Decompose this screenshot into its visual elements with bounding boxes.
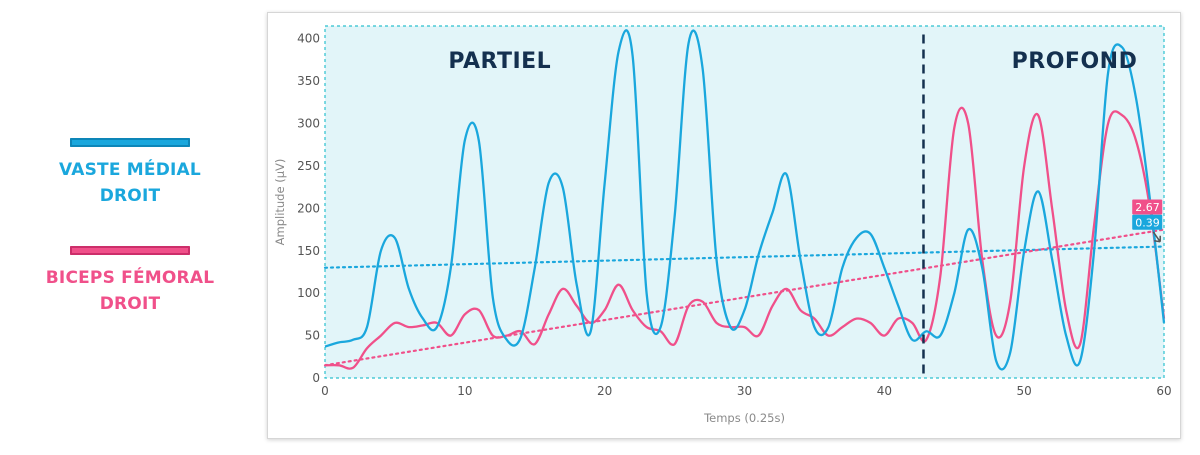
legend-swatch-vaste-medial: [70, 138, 190, 147]
hover-labels: 2.67 0.39: [1132, 199, 1163, 243]
plot-area: [324, 25, 1165, 379]
x-tick-label: 0: [321, 384, 329, 398]
hover-label-biceps-femoral: 2.67: [1135, 201, 1160, 214]
series-line-biceps-femoral: [324, 106, 1166, 370]
phase-labels: PARTIEL PROFOND: [448, 49, 1138, 74]
phase-label-profond: PROFOND: [1012, 49, 1138, 74]
y-tick-label: 100: [297, 286, 320, 300]
emg-line-chart: 0 50 100 150 200 250 300 350 400 0 10 20 30 40 50 60 P…: [273, 25, 1172, 425]
y-tick-label: 400: [297, 32, 320, 46]
x-axis-ticks: 0 10 20 30 40 50 60: [321, 384, 1171, 398]
y-tick-label: 200: [297, 201, 320, 215]
x-axis-title: Temps (0.25s): [703, 411, 785, 425]
legend-swatch-biceps-femoral: [70, 246, 190, 255]
series-lines: [324, 29, 1166, 371]
trendline-vaste-medial: [323, 245, 1166, 269]
x-tick-label: 10: [457, 384, 472, 398]
y-tick-label: 150: [297, 244, 320, 258]
y-tick-label: 0: [312, 371, 320, 385]
x-tick-label: 30: [737, 384, 752, 398]
x-tick-label: 50: [1017, 384, 1032, 398]
y-tick-label: 250: [297, 159, 320, 173]
x-tick-label: 20: [597, 384, 612, 398]
hover-label-bg-vaste-medial: [1132, 214, 1163, 230]
y-tick-label: 350: [297, 74, 320, 88]
hover-label-vaste-medial: 0.39: [1135, 216, 1160, 229]
hover-label-bg-biceps-femoral: [1132, 199, 1163, 215]
y-axis-ticks: 0 50 100 150 200 250 300 350 400: [297, 32, 320, 385]
hover-pointer-icon: [1152, 231, 1161, 243]
legend-label-biceps-femoral: BICEPS FÉMORAL DROIT: [45, 268, 215, 314]
series-line-vaste-medial: [324, 29, 1166, 371]
x-tick-label: 60: [1156, 384, 1171, 398]
y-tick-label: 300: [297, 117, 320, 131]
legend-label-vaste-medial: VASTE MÉDIAL DROIT: [59, 160, 201, 206]
y-axis-title: Amplitude (µV): [273, 159, 287, 246]
phase-label-partiel: PARTIEL: [448, 49, 551, 74]
chart-panel: 0 50 100 150 200 250 300 350 400 0 10 20 30 40 50 60 P…: [267, 12, 1181, 439]
legend-item-vaste-medial: VASTE MÉDIAL DROIT: [40, 138, 220, 209]
x-tick-label: 40: [877, 384, 892, 398]
y-tick-label: 50: [305, 329, 320, 343]
legend-item-biceps-femoral: BICEPS FÉMORAL DROIT: [40, 246, 220, 317]
